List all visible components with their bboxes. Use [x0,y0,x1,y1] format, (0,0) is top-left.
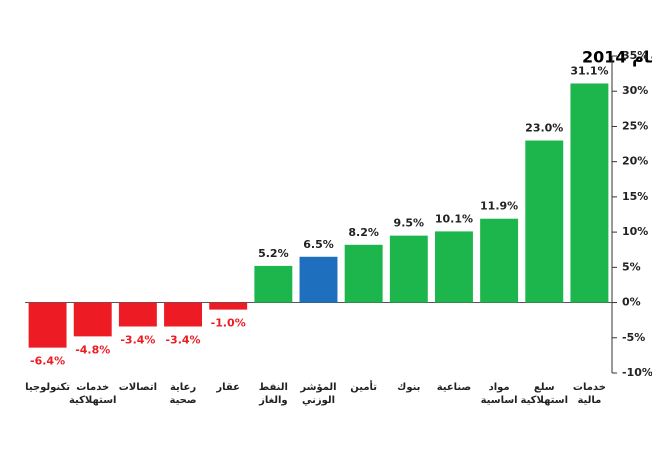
chart-title: اداء المؤشرات الوزنية لقطاعات بورصة الكو… [582,48,652,67]
x-tick-label: اتصالات [118,382,158,393]
value-label: -1.0% [211,317,246,330]
x-tick-label: خدمات استهلاكية [68,382,117,406]
value-label: -4.8% [75,343,110,356]
value-label: -3.4% [165,334,200,347]
x-tick-label: تأمين [350,382,378,393]
x-tick-label: تكنولوجيا [25,382,71,393]
bar [299,256,338,303]
bar [525,140,564,303]
x-tick-label: خدمات مالية [572,382,606,406]
y-tick-label: 35% [622,49,648,62]
x-tick-label: سلع استهلاكية [520,382,569,406]
y-tick-label: -5% [622,331,645,344]
bar [434,231,473,303]
bar [28,302,67,348]
y-tick-label: -10% [622,366,652,379]
x-tick-label: النفط والغاز [258,382,288,406]
value-label: -3.4% [120,334,155,347]
y-tick-label: 15% [622,190,648,203]
x-tick-label: عقار [216,382,240,393]
value-label: 31.1% [570,64,608,77]
y-tick-label: 10% [622,225,648,238]
value-label: 5.2% [258,247,289,260]
value-label: 11.9% [480,200,518,213]
bar [209,302,248,310]
y-tick-label: 5% [622,260,641,273]
value-label: -6.4% [30,355,65,368]
x-tick-label: بنوك [397,382,421,393]
bar [254,265,293,303]
bar [118,302,157,327]
y-tick-label: 25% [622,119,648,132]
value-label: 6.5% [303,238,334,251]
y-tick-label: 20% [622,155,648,168]
bar [73,302,112,337]
bar [389,235,428,303]
value-label: 23.0% [525,122,563,135]
value-label: 10.1% [435,212,473,225]
x-tick-label: المؤشر الوزني [300,382,337,406]
value-label: 8.2% [348,226,379,239]
y-tick-label: 30% [622,84,648,97]
x-tick-label: مواد اساسية [480,382,518,406]
bar [164,302,203,327]
y-tick-label: 0% [622,296,641,309]
x-tick-label: رعاية صحية [169,382,197,406]
bar [344,244,383,303]
x-tick-label: صناعية [436,382,472,393]
bar [480,218,519,303]
value-label: 9.5% [394,217,425,230]
bar [570,83,609,303]
